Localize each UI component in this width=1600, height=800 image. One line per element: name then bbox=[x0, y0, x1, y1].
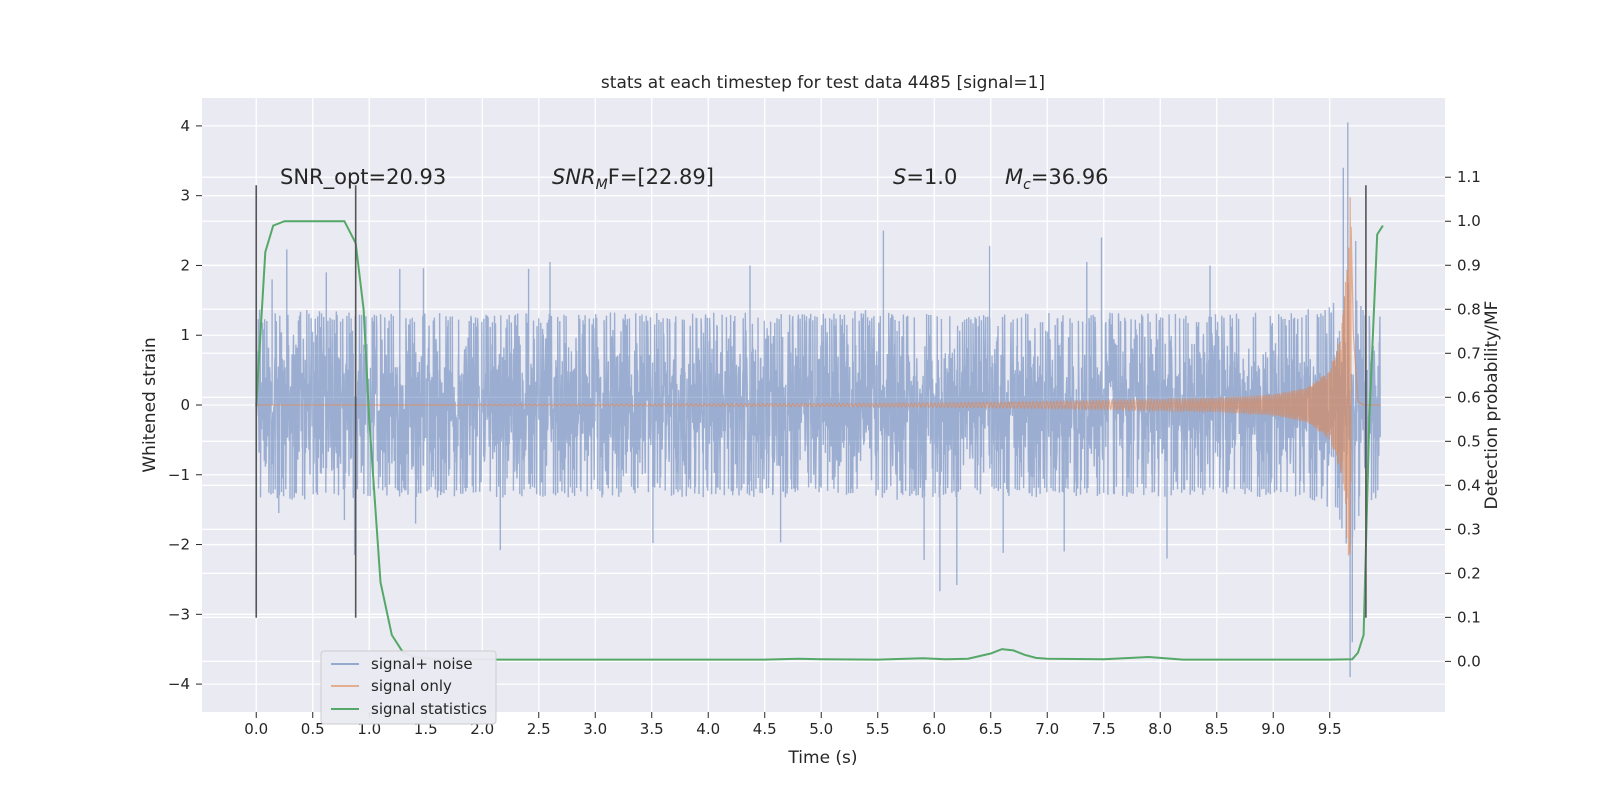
y2-tick-label: 0.2 bbox=[1457, 564, 1481, 582]
y2-axis-label: Detection probability/MF bbox=[1482, 301, 1502, 510]
x-tick-label: 0.5 bbox=[301, 720, 325, 738]
legend: signal+ noise signal only signal statist… bbox=[320, 650, 497, 725]
x-tick-label: 5.5 bbox=[866, 720, 890, 738]
y2-tick-label: 0.7 bbox=[1457, 344, 1481, 362]
y2-tick-label: 0.3 bbox=[1457, 520, 1481, 538]
y-tick-label: −3 bbox=[168, 605, 190, 623]
y-tick-label: 2 bbox=[180, 256, 190, 274]
annotation-mc-value: =36.96 bbox=[1031, 165, 1109, 189]
y2-tick-label: 0.6 bbox=[1457, 388, 1481, 406]
y2-tick-label: 0.8 bbox=[1457, 300, 1481, 318]
annotation-snr-mf: SNRMF=[22.89] bbox=[552, 165, 714, 193]
x-tick-label: 4.0 bbox=[696, 720, 720, 738]
x-tick-label: 8.5 bbox=[1205, 720, 1229, 738]
chart-title: stats at each timestep for test data 448… bbox=[601, 73, 1045, 93]
x-tick-label: 6.0 bbox=[922, 720, 946, 738]
x-tick-label: 3.5 bbox=[640, 720, 664, 738]
x-tick-label: 9.0 bbox=[1261, 720, 1285, 738]
y-tick-label: 4 bbox=[180, 117, 190, 135]
legend-box bbox=[320, 650, 497, 725]
x-tick-label: 6.5 bbox=[979, 720, 1003, 738]
y2-tick-label: 0.1 bbox=[1457, 608, 1481, 626]
vertical-markers bbox=[255, 185, 1367, 618]
annotation-snr-opt: SNR_opt=20.93 bbox=[280, 165, 446, 190]
y-tick-label: 3 bbox=[180, 187, 190, 205]
x-tick-label: 3.0 bbox=[583, 720, 607, 738]
legend-label-signal-noise: signal+ noise bbox=[371, 655, 473, 673]
series-signal-noise bbox=[255, 122, 1382, 678]
x-tick-label: 9.5 bbox=[1318, 720, 1342, 738]
x-tick-label: 2.5 bbox=[527, 720, 551, 738]
annotation-s: S=1.0 bbox=[893, 165, 957, 189]
y-tick-label: −1 bbox=[168, 466, 190, 484]
y-axis-label: Whitened strain bbox=[140, 337, 160, 472]
annotation-snr-mf-rest: F=[22.89] bbox=[608, 165, 714, 189]
series-signal-only bbox=[256, 197, 1381, 556]
x-tick-label: 7.0 bbox=[1035, 720, 1059, 738]
y2-tick-label: 1.1 bbox=[1457, 168, 1481, 186]
series-layer bbox=[255, 122, 1384, 678]
y-tick-label: −4 bbox=[168, 675, 190, 693]
y2-tick-label: 0.4 bbox=[1457, 476, 1481, 494]
y-tick-label: 0 bbox=[180, 396, 190, 414]
annotation-s-value: =1.0 bbox=[906, 165, 957, 189]
annotation-mc-base: M bbox=[1005, 165, 1023, 189]
y2-ticks: 0.0 0.1 0.2 0.3 0.4 0.5 0.6 0.7 0.8 0.9 1.0 1.1 bbox=[1445, 168, 1481, 670]
y-tick-label: −2 bbox=[168, 536, 190, 554]
y-ticks: −4 −3 −2 −1 0 1 2 3 4 bbox=[168, 117, 202, 693]
x-tick-label: 8.0 bbox=[1148, 720, 1172, 738]
x-axis-label: Time (s) bbox=[787, 748, 857, 768]
annotation-mc: Mc=36.96 bbox=[1005, 165, 1109, 193]
annotation-snr-mf-base: SNR bbox=[552, 165, 596, 189]
y2-tick-label: 0.0 bbox=[1457, 652, 1481, 670]
annotation-s-label: S bbox=[893, 165, 906, 189]
y2-tick-label: 0.5 bbox=[1457, 432, 1481, 450]
legend-label-signal-statistics: signal statistics bbox=[371, 700, 487, 718]
x-tick-label: 4.5 bbox=[753, 720, 777, 738]
annotation-mc-sub: c bbox=[1023, 177, 1031, 193]
x-tick-label: 5.0 bbox=[809, 720, 833, 738]
y2-tick-label: 1.0 bbox=[1457, 212, 1481, 230]
x-tick-label: 7.5 bbox=[1092, 720, 1116, 738]
x-tick-label: 0.0 bbox=[244, 720, 268, 738]
y-tick-label: 1 bbox=[180, 326, 190, 344]
annotation-snr-mf-sub: M bbox=[596, 177, 608, 193]
x-ticks: 0.0 0.5 1.0 1.5 2.0 2.5 3.0 3.5 4.0 4.5 5.0 5.5 6.0 6… bbox=[244, 712, 1342, 738]
legend-label-signal-only: signal only bbox=[371, 677, 452, 695]
series-signal-statistics bbox=[255, 220, 1384, 661]
y2-tick-label: 0.9 bbox=[1457, 256, 1481, 274]
